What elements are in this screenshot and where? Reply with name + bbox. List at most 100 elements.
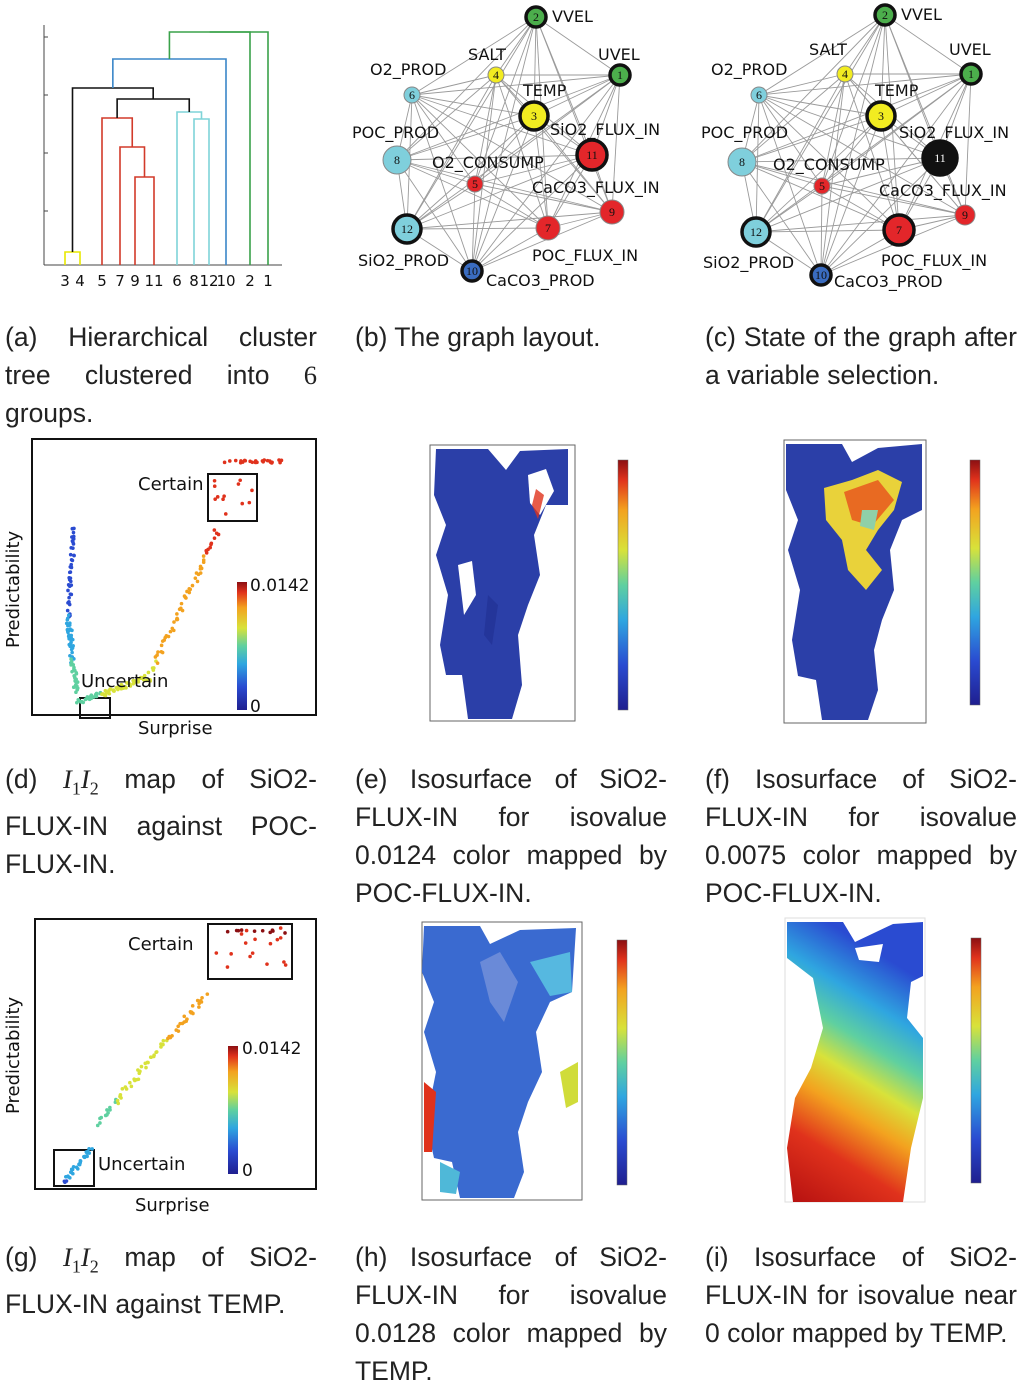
graph-node-sio2-prod[interactable]: 12 SiO2_PROD <box>358 213 449 271</box>
graph-edge <box>396 115 535 161</box>
caption-a-num: 6 <box>303 360 317 390</box>
graph-node-label: O2_PROD <box>370 60 446 80</box>
caption-i: (i) Isosurface of SiO2-FLUX-IN for isova… <box>705 1238 1017 1352</box>
scatter-point <box>222 494 226 498</box>
uncertain-label: Uncertain <box>98 1154 185 1175</box>
graph-edge <box>411 94 473 272</box>
graph-edge <box>741 161 966 216</box>
caption-g-math-b: I <box>80 1242 90 1272</box>
scatter-point <box>70 526 75 531</box>
graph-edge <box>755 94 760 233</box>
graph-node-poc-prod[interactable]: 8 POC_PROD <box>701 123 788 177</box>
graph-edge <box>741 161 822 276</box>
graph-edge <box>411 74 621 96</box>
scatter-point <box>197 1005 201 1009</box>
scatter-point <box>68 570 73 574</box>
dendrogram-leaf-label: 11 <box>144 272 163 290</box>
graph-edge <box>406 115 535 230</box>
graph-node-label: SiO2_PROD <box>703 253 794 273</box>
graph-edge <box>535 16 621 76</box>
graph-node-temp[interactable]: 3 TEMP <box>518 81 567 132</box>
x-axis-label: Surprise <box>135 1195 210 1216</box>
scatter-point <box>170 1033 174 1038</box>
graph-node-sio2-prod[interactable]: 12 SiO2_PROD <box>703 216 794 273</box>
caption-g-sub-a: 1 <box>71 1256 81 1277</box>
scatter-point <box>152 1053 156 1057</box>
caption-h-text: Isosurface of SiO2-FLUX-IN for isovalue … <box>355 1242 667 1386</box>
dendrogram-link <box>101 117 134 265</box>
graph-node-poc-flux-in[interactable]: 7 POC_FLUX_IN <box>532 215 638 266</box>
graph-node-caco3-flux-in[interactable]: 9 CaCO3_FLUX_IN <box>879 181 1007 226</box>
scatter-point <box>115 1098 120 1103</box>
dendrogram-leaf-label: 10 <box>216 272 235 290</box>
dendrogram-panel: 3 4 5 7 9 11 6 8 12 10 2 1 <box>30 20 290 300</box>
graph-node-label: SALT <box>809 40 847 59</box>
graph-node-poc-prod[interactable]: 8 POC_PROD <box>352 123 439 175</box>
graph-edge <box>755 157 941 233</box>
caption-d: (d) I1I2 map of SiO2-FLUX-IN against POC… <box>5 760 317 883</box>
graph-node-o2-prod[interactable]: 6 O2_PROD <box>711 60 787 104</box>
graph-node-o2-prod[interactable]: 6 O2_PROD <box>370 60 446 104</box>
graph-edge <box>411 94 535 117</box>
graph-edge <box>533 74 621 117</box>
graph-node-o2-consump[interactable]: 5 O2_CONSUMP <box>432 153 544 193</box>
graph-edge <box>471 227 549 272</box>
scatter-point <box>138 1069 142 1074</box>
graph-edge <box>396 159 613 213</box>
scatter-point <box>195 579 200 584</box>
graph-node-uvel[interactable]: 1 UVEL <box>598 45 640 87</box>
dendrogram-link <box>134 176 155 265</box>
scatter-point <box>190 1004 195 1008</box>
scatter-point <box>148 678 152 682</box>
graph-edge <box>406 74 621 230</box>
dendrogram-leaf-label: 8 <box>189 272 199 290</box>
graph-node-caco3-flux-in[interactable]: 9 CaCO3_FLUX_IN <box>532 178 660 225</box>
scatter-point <box>70 669 74 674</box>
graph-edge <box>758 94 882 117</box>
scatter-point <box>71 534 76 539</box>
graph-node-poc-flux-in[interactable]: 7 POC_FLUX_IN <box>881 213 987 271</box>
dendrogram-link <box>116 98 191 118</box>
scatter-point <box>69 579 73 584</box>
graph-node-sio2-flux-in[interactable]: 11 SiO2_FLUX_IN <box>899 123 1009 177</box>
graph-edge <box>844 73 900 231</box>
scatter-point <box>265 458 270 463</box>
scatter-point <box>67 623 72 627</box>
graph-node-salt[interactable]: 4 SALT <box>468 45 506 84</box>
graph-node-o2-consump[interactable]: 5 O2_CONSUMP <box>773 155 885 195</box>
graph-node-uvel[interactable]: 1 UVEL <box>949 40 991 86</box>
scatter-point <box>65 629 70 633</box>
graph-node-temp[interactable]: 3 TEMP <box>865 81 919 132</box>
graph-node-salt[interactable]: 4 SALT <box>809 40 854 83</box>
scatter-point <box>115 685 120 690</box>
graph-node-vvel[interactable]: 2 VVEL <box>524 5 593 29</box>
graph-edge <box>411 74 497 96</box>
graph-node-caco3-prod[interactable]: 10 CaCO3_PROD <box>460 259 595 291</box>
scatter-point <box>128 684 133 688</box>
scatter-point <box>70 628 74 633</box>
graph-edge <box>741 73 846 163</box>
graph-node-caco3-prod[interactable]: 10 CaCO3_PROD <box>809 263 943 292</box>
dendrogram-links <box>64 31 269 265</box>
graph-node-vvel[interactable]: 2 VVEL <box>873 3 942 27</box>
graph-edge <box>755 73 846 233</box>
scatter-point <box>66 634 71 639</box>
isosurface-h-panel <box>420 921 642 1204</box>
scatter-point <box>236 482 241 486</box>
svg-text:12: 12 <box>401 222 413 236</box>
svg-text:6: 6 <box>756 88 762 102</box>
scatter-point <box>141 677 146 682</box>
graph-edge <box>741 14 886 163</box>
graph-edge <box>964 73 972 216</box>
scatter-point <box>85 695 90 699</box>
i1i2-map-d-panel: Certain Uncertain Surprise Predictabilit… <box>0 430 330 740</box>
scatter-point <box>214 951 219 955</box>
scatter-point <box>278 926 283 930</box>
colorbar <box>237 582 247 710</box>
graph-node-sio2-flux-in[interactable]: 11 SiO2_FLUX_IN <box>550 120 660 172</box>
scatter-point <box>239 928 244 932</box>
scatter-point <box>252 929 257 933</box>
dendrogram-leaf-label: 7 <box>115 272 125 290</box>
graph-node-label: VVEL <box>552 7 593 26</box>
scatter-point <box>198 564 203 569</box>
